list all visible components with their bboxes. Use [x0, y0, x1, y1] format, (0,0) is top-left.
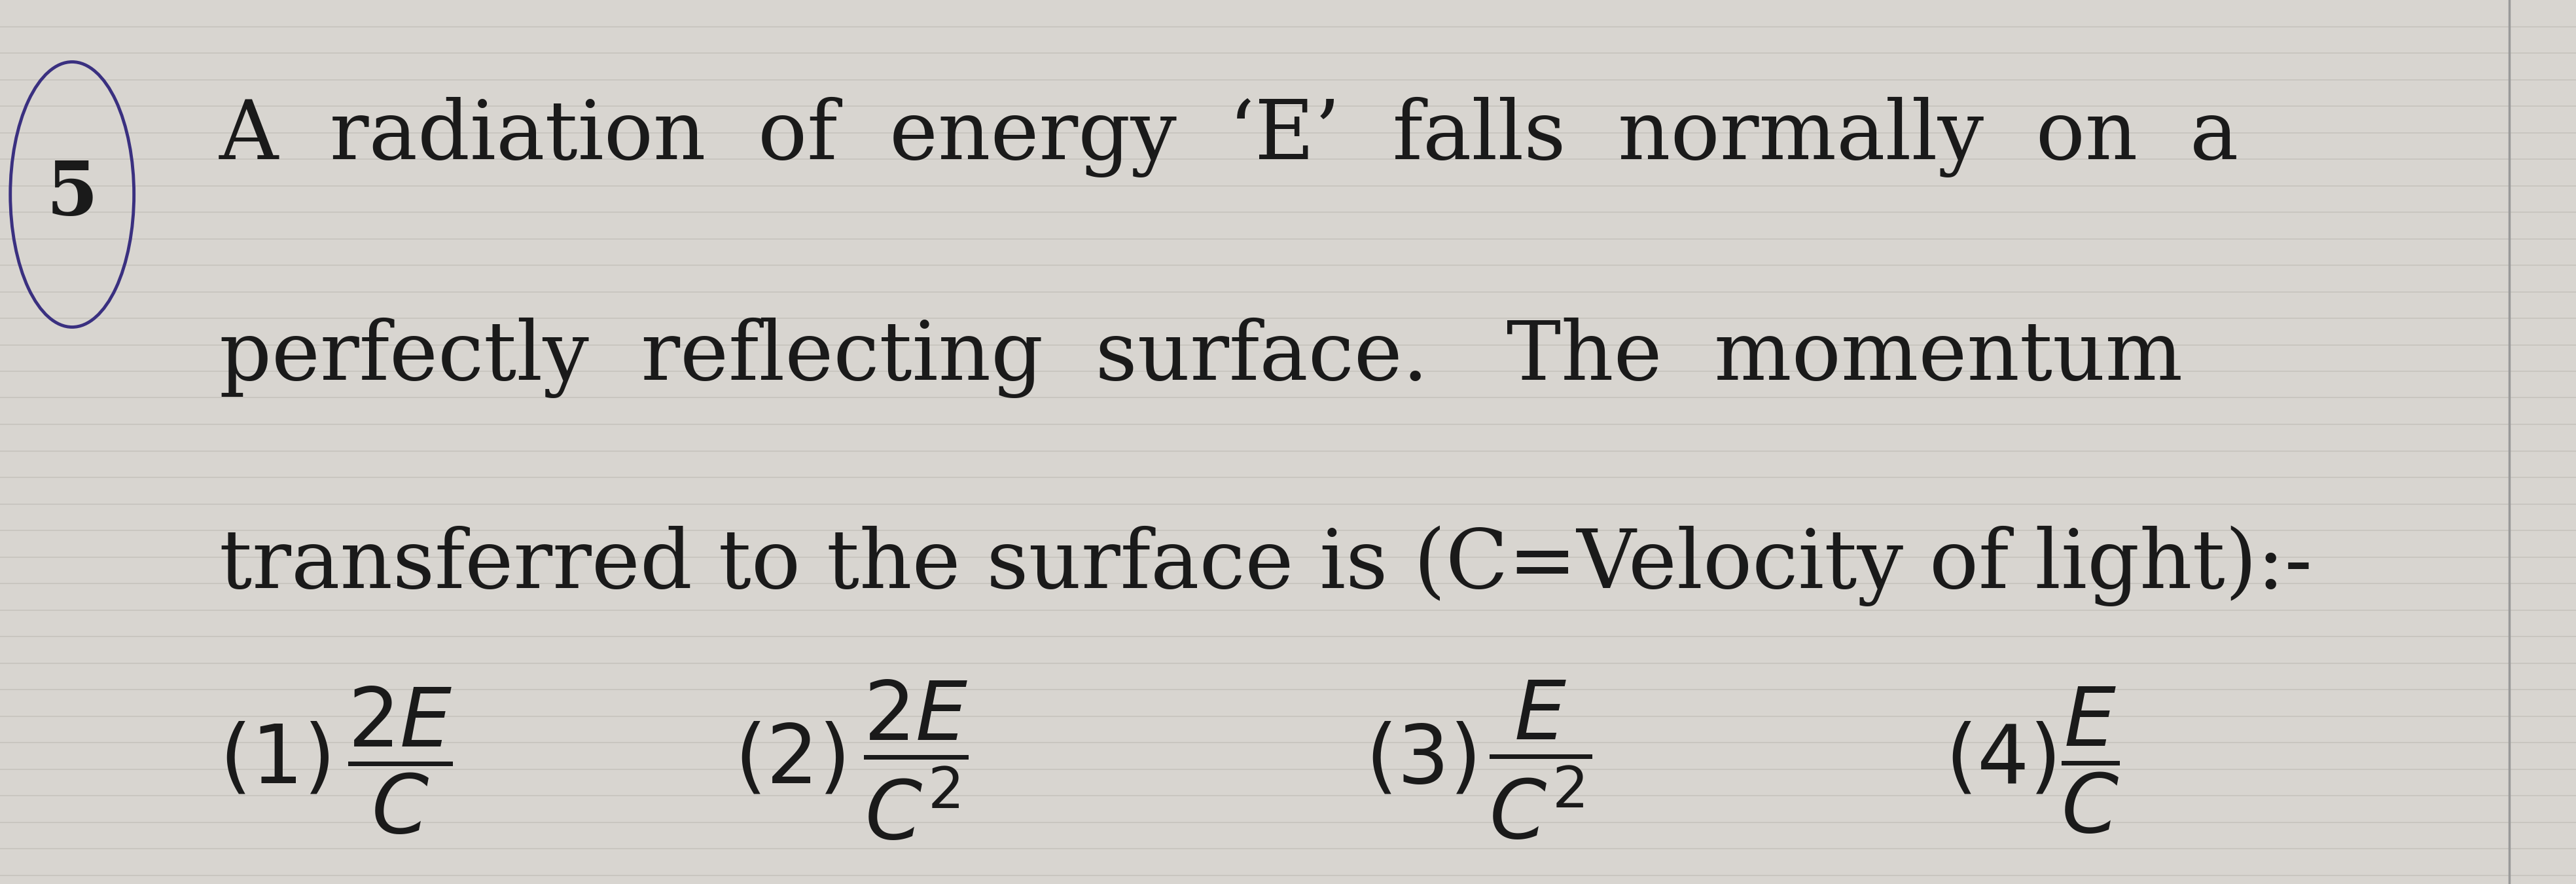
Text: $(2)$: $(2)$: [734, 720, 845, 800]
Text: 5: 5: [46, 158, 98, 231]
Text: $(4)$: $(4)$: [1945, 720, 2056, 800]
Text: $(3)$: $(3)$: [1365, 720, 1476, 800]
Text: transferred to the surface is (C=Velocity of light):-: transferred to the surface is (C=Velocit…: [219, 525, 2313, 606]
Text: $\dfrac{2E}{C^2}$: $\dfrac{2E}{C^2}$: [863, 678, 969, 842]
Text: $(1)$: $(1)$: [219, 720, 330, 800]
Text: $\dfrac{E}{C^2}$: $\dfrac{E}{C^2}$: [1489, 679, 1592, 842]
Text: $\dfrac{2E}{C}$: $\dfrac{2E}{C}$: [348, 684, 453, 836]
Text: perfectly  reflecting  surface.   The  momentum: perfectly reflecting surface. The moment…: [219, 317, 2182, 399]
Text: A  radiation  of  energy  ‘E’  falls  normally  on  a: A radiation of energy ‘E’ falls normally…: [219, 96, 2239, 178]
Text: $\dfrac{E}{C}$: $\dfrac{E}{C}$: [2061, 685, 2120, 835]
